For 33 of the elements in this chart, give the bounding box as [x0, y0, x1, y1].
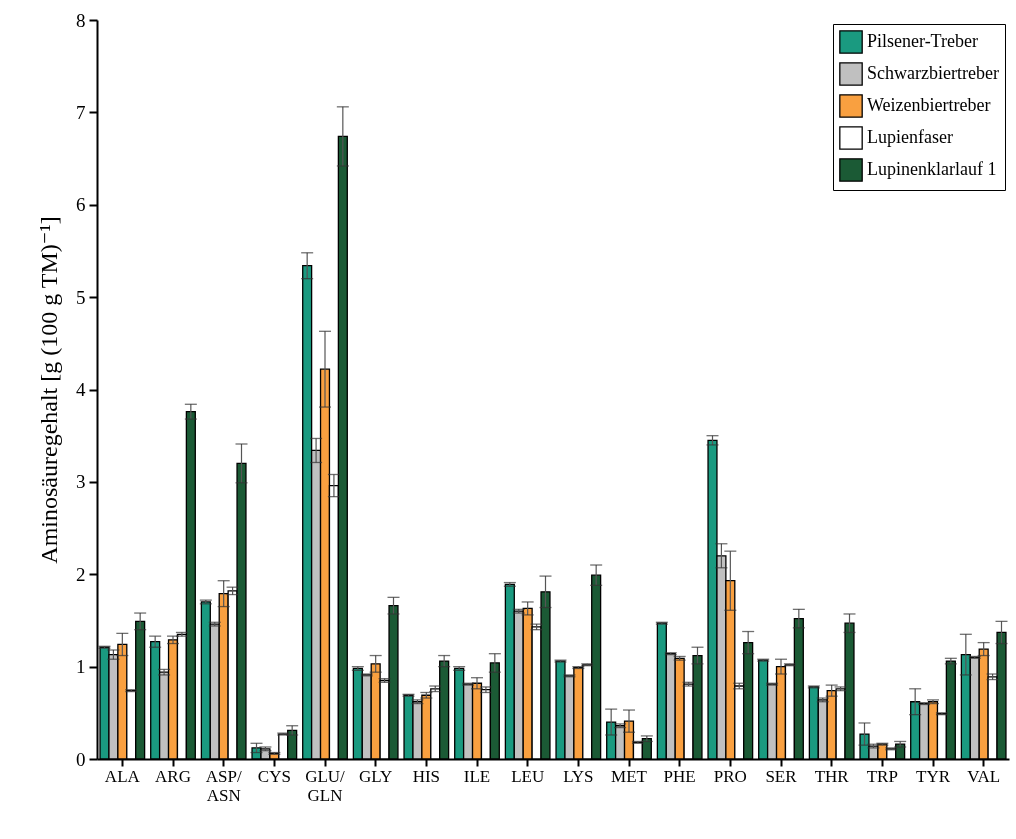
- x-tick-label: THR: [814, 766, 850, 786]
- y-tick-label: 3: [76, 471, 86, 493]
- x-tick-label: MET: [611, 766, 648, 786]
- x-tick-label: GLU/GLN: [305, 766, 346, 805]
- x-tick-label: ARG: [155, 766, 191, 786]
- legend-label: Weizenbiertreber: [867, 95, 991, 115]
- y-tick-label: 8: [76, 9, 86, 31]
- legend-label: Lupinenklarlauf 1: [867, 159, 997, 179]
- y-axis-title: Aminosäuregehalt [g (100 g TM)⁻¹]: [36, 216, 62, 564]
- x-tick-label: PRO: [713, 766, 747, 786]
- legend-label: Lupienfaser: [867, 127, 953, 147]
- y-tick-label: 2: [76, 563, 86, 585]
- y-tick-label: 4: [76, 379, 86, 400]
- x-tick-label: ASP/ASN: [205, 766, 242, 805]
- x-tick-label: VAL: [967, 766, 1001, 786]
- x-tick-label: CYS: [257, 766, 291, 786]
- y-tick-label: 6: [76, 194, 86, 216]
- x-tick-label: TRP: [866, 766, 898, 786]
- x-tick-label: LEU: [511, 766, 545, 786]
- x-tick-label: GLY: [359, 766, 393, 786]
- legend-label: Pilsener-Treber: [867, 31, 978, 51]
- x-tick-label: TYR: [916, 766, 951, 786]
- y-tick-label: 7: [76, 101, 86, 123]
- x-tick-label: SER: [765, 766, 798, 786]
- x-tick-label: LYS: [563, 766, 594, 786]
- y-tick-label: 1: [76, 656, 86, 678]
- x-tick-label: PHE: [663, 766, 696, 786]
- y-tick-label: 5: [76, 286, 86, 308]
- x-tick-label: HIS: [412, 766, 441, 786]
- y-tick-label: 0: [76, 748, 86, 770]
- x-tick-label: ALA: [104, 766, 141, 786]
- legend-label: Schwarzbiertreber: [867, 63, 999, 83]
- x-tick-label: ILE: [463, 766, 491, 786]
